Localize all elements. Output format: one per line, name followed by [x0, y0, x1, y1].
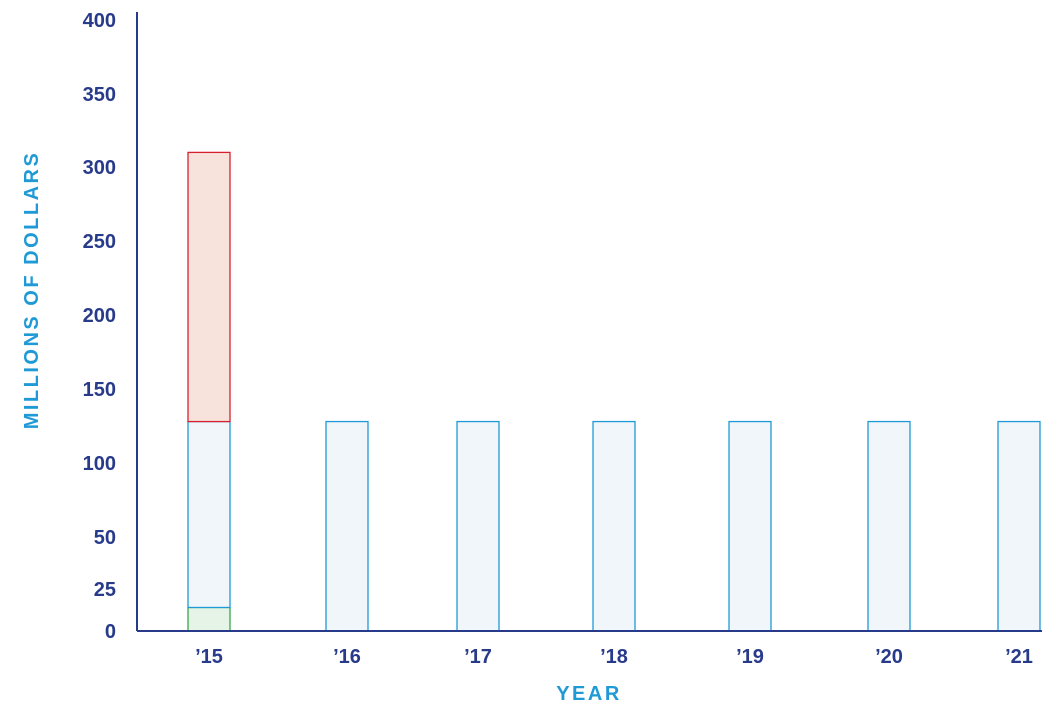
- y-tick-label: 150: [83, 379, 116, 401]
- y-tick-labels: 0 25 50 100 150 200 250 300 350 400: [83, 10, 116, 643]
- x-axis-title: YEAR: [556, 683, 622, 704]
- x-tick-label: ’18: [600, 646, 628, 668]
- y-tick-label: 25: [94, 579, 116, 601]
- x-tick-label: ’20: [875, 646, 903, 668]
- bar-segment-series-3: [187, 151, 231, 423]
- y-tick-label: 250: [83, 231, 116, 253]
- x-tick-label: ’17: [464, 646, 492, 668]
- y-tick-label: 0: [105, 621, 116, 643]
- bar-segment-series-2: [592, 420, 636, 632]
- x-tick-label: ’21: [1005, 646, 1033, 668]
- y-tick-label: 300: [83, 157, 116, 179]
- bar-segment-series-2: [456, 420, 500, 632]
- x-tick-label: ’16: [333, 646, 361, 668]
- x-tick-labels: ’15 ’16 ’17 ’18 ’19 ’20 ’21: [195, 646, 1033, 668]
- y-tick-label: 400: [83, 10, 116, 32]
- y-axis-title: MILLIONS OF DOLLARS: [21, 151, 43, 430]
- x-tick-label: ’15: [195, 646, 223, 668]
- bars-layer: [187, 151, 1041, 632]
- bar-segment-series-2: [997, 420, 1041, 632]
- y-tick-label: 350: [83, 84, 116, 106]
- bar-segment-series-2: [325, 420, 369, 632]
- bar-segment-series-1: [187, 606, 231, 632]
- y-tick-label: 100: [83, 453, 116, 475]
- bar-segment-series-2: [728, 420, 772, 632]
- y-tick-label: 50: [94, 527, 116, 549]
- bar-segment-series-2: [867, 420, 911, 632]
- y-tick-label: 200: [83, 305, 116, 327]
- x-tick-label: ’19: [736, 646, 764, 668]
- bar-segment-series-2: [187, 420, 231, 609]
